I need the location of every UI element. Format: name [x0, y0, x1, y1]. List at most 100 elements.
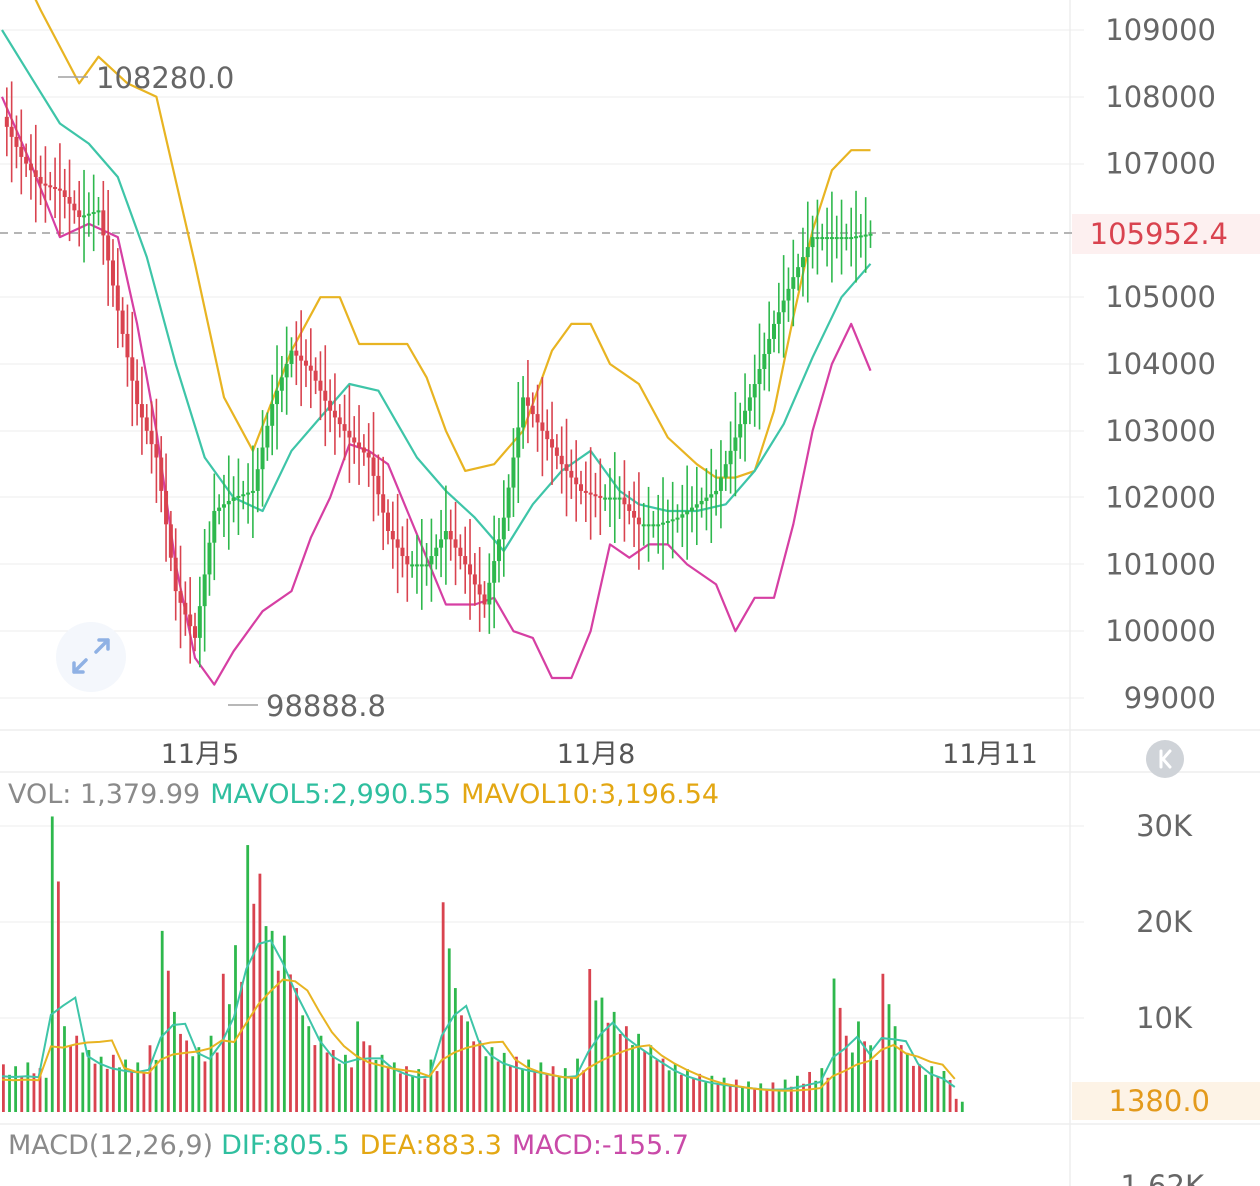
volume-bar [783, 1079, 787, 1112]
volume-bar [270, 930, 274, 1112]
candle-body [492, 561, 497, 583]
volume-bar [850, 1052, 854, 1112]
candle-body [67, 197, 72, 204]
candle-body [265, 425, 270, 448]
candle-body [178, 591, 183, 603]
volume-bar [460, 1015, 463, 1112]
candle-body [612, 497, 617, 500]
expand-button[interactable] [56, 622, 126, 692]
candle-body [197, 606, 202, 638]
candle-body [854, 236, 859, 239]
volume-bar [466, 1021, 469, 1112]
dif-value: DIF:805.5 [221, 1130, 350, 1161]
volume-bar [679, 1074, 683, 1112]
candle-body [270, 404, 275, 426]
candle-body [217, 507, 222, 511]
candle-body [535, 414, 540, 423]
candle-body [839, 237, 844, 240]
volume-bar [148, 1045, 152, 1112]
candle-body [810, 237, 815, 248]
candle-body [525, 397, 530, 406]
volume-bar [319, 1035, 323, 1112]
candle-body [260, 447, 265, 470]
volume-bar [521, 1068, 524, 1112]
volume-bar [508, 1065, 512, 1112]
volume-bar [38, 1068, 42, 1112]
volume-bar [588, 969, 592, 1112]
volume-bar [869, 1045, 873, 1112]
volume-bar [594, 1000, 598, 1112]
candle-body [188, 614, 193, 627]
candle-body [424, 564, 429, 567]
candle-body [781, 300, 786, 313]
candle-body [472, 574, 477, 585]
candle-body [371, 457, 376, 476]
volume-bar [820, 1068, 824, 1112]
candle-body [554, 447, 559, 456]
volume-bar [289, 974, 292, 1112]
price-tick-label: 102000 [1105, 481, 1216, 515]
candle-body [675, 517, 680, 520]
volume-bar [447, 948, 451, 1112]
volume-bar [386, 1067, 390, 1112]
candle-body [279, 377, 284, 391]
volume-bar [490, 1047, 494, 1112]
candle-body [646, 524, 651, 527]
volume-bar [527, 1059, 531, 1112]
volume-bar [295, 988, 298, 1112]
price-tick-label: 105000 [1105, 280, 1216, 314]
volume-bar [808, 1071, 812, 1112]
candle-body [250, 490, 255, 493]
volume-bar [179, 1033, 182, 1112]
candle-body [231, 497, 236, 501]
volume-bar [50, 816, 54, 1112]
volume-bar [728, 1085, 732, 1112]
volume-bar [362, 1041, 366, 1112]
candle-body [395, 539, 400, 548]
volume-bar [374, 1059, 378, 1112]
candle-body [738, 424, 743, 438]
candle-body [598, 495, 603, 498]
mavol5-value: MAVOL5:2,990.55 [210, 779, 452, 810]
macd-params: MACD(12,26,9) [8, 1130, 214, 1161]
candle-body [4, 116, 9, 127]
candle-body [357, 442, 362, 448]
candle-body [439, 539, 444, 548]
volume-bar [392, 1062, 396, 1112]
candle-body [661, 522, 666, 525]
volume-bar [814, 1080, 818, 1112]
volume-bar [105, 1068, 109, 1112]
candle-body [221, 504, 226, 508]
volume-bar [276, 970, 280, 1112]
candle-body [743, 410, 748, 425]
candle-body [390, 531, 395, 540]
candle-body [651, 524, 656, 527]
candle-body [767, 338, 772, 354]
current-volume-tag: 1380.0 [1072, 1082, 1260, 1120]
volume-bar [747, 1081, 750, 1112]
candle-body [723, 464, 728, 478]
volume-bar [765, 1089, 769, 1112]
volume-bar [698, 1073, 702, 1112]
volume-bar [704, 1082, 708, 1112]
candle-body [212, 510, 217, 543]
volume-bar [600, 997, 604, 1112]
candle-body [38, 176, 43, 184]
volume-bar [722, 1077, 726, 1112]
candle-body [665, 520, 670, 523]
candle-body [72, 203, 77, 211]
candle-body [159, 457, 164, 491]
dea-value: DEA:883.3 [359, 1130, 502, 1161]
candle-body [458, 547, 463, 557]
volume-bar [570, 1077, 573, 1112]
candle-body [410, 564, 415, 567]
candle-body [110, 260, 115, 286]
kline-toggle-button[interactable] [1146, 740, 1184, 778]
volume-bar [557, 1076, 561, 1112]
price-tick-label: 108000 [1105, 80, 1216, 114]
volume-bar [69, 1045, 72, 1112]
candle-body [487, 582, 492, 605]
volume-bar [954, 1098, 958, 1112]
volume-bar [936, 1076, 940, 1112]
